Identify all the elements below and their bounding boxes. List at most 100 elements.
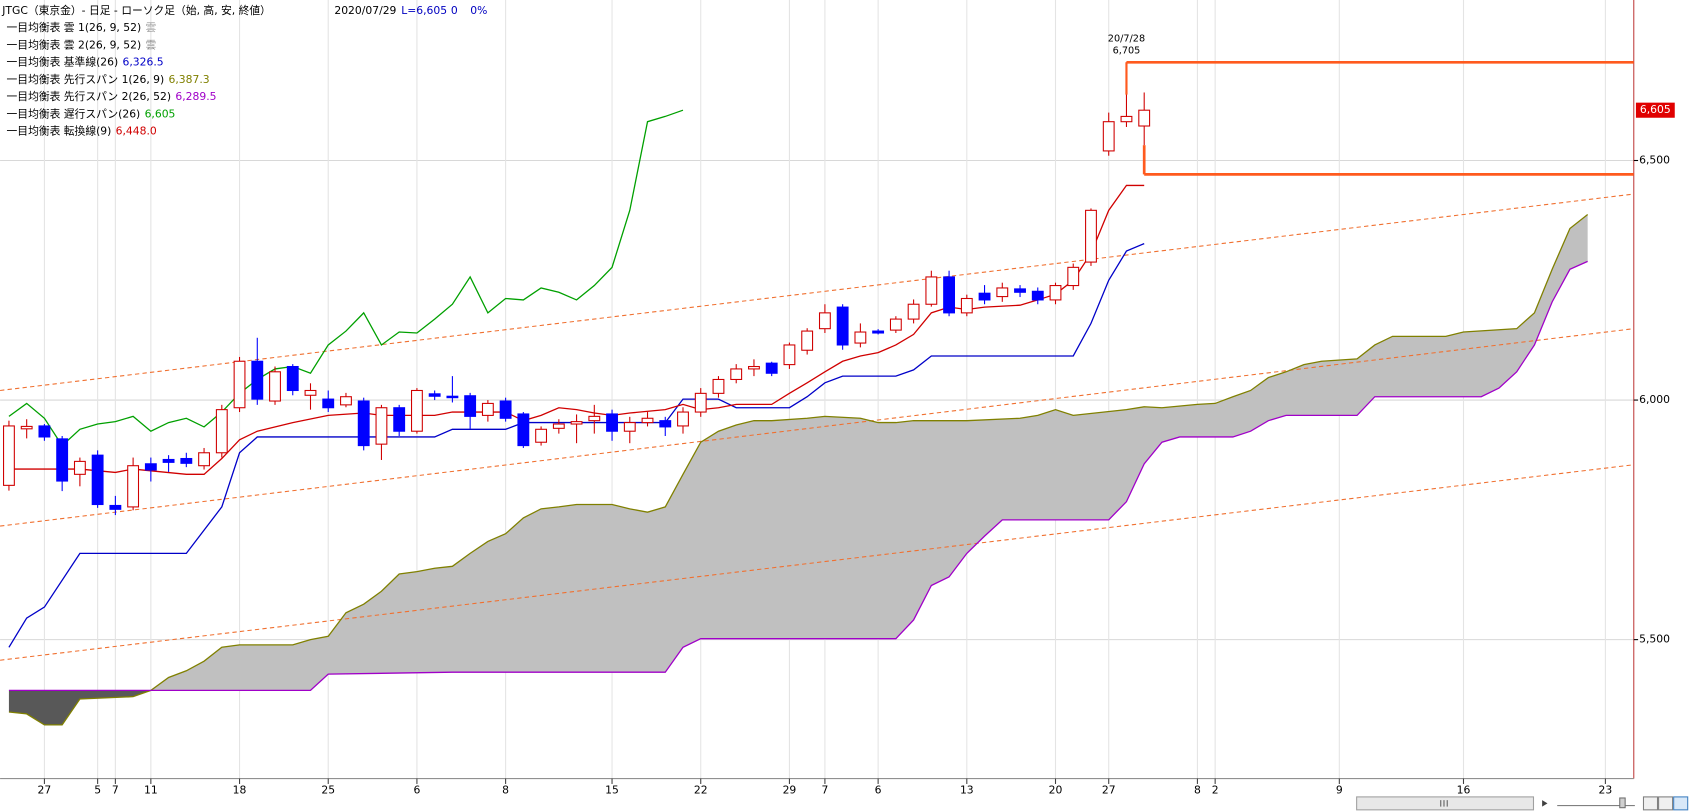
header: JTGC（東京金）- 日足 - ローソク足（始, 高, 安, 終値） 2020/…	[1, 4, 487, 17]
indicator-line	[8, 243, 1145, 648]
x-tick-label: 7	[821, 783, 828, 796]
candle-body	[233, 360, 246, 409]
x-tick-label: 5	[94, 783, 101, 796]
candle-body	[659, 420, 672, 428]
x-tick-label: 9	[1336, 783, 1343, 796]
candle-body	[375, 407, 388, 445]
legend-label: 一目均衡表 雲 2(26, 9, 52)	[7, 38, 142, 51]
candle-body	[606, 413, 618, 432]
last-price-label: 6,605	[1640, 103, 1671, 116]
candle-body	[570, 421, 583, 425]
legend-value: 6,326.5	[123, 56, 164, 69]
candle-body	[889, 318, 902, 331]
candle-body	[144, 463, 157, 471]
x-tick-label: 22	[694, 783, 708, 796]
candle-body	[996, 287, 1009, 298]
scroll-thumb[interactable]	[1356, 796, 1535, 811]
trendline	[0, 328, 1634, 527]
candle-body	[56, 438, 69, 482]
candle-body	[801, 330, 814, 351]
tool-button[interactable]	[1642, 796, 1659, 811]
legend-value: 6,387.3	[169, 73, 210, 86]
header-last: L=6,605	[401, 4, 447, 17]
candle-body	[1014, 288, 1026, 293]
zoom-handle[interactable]	[1619, 797, 1626, 809]
candle-body	[357, 400, 370, 447]
candle-body	[552, 423, 565, 429]
candle-body	[588, 415, 601, 422]
x-tick-label: 6	[875, 783, 882, 796]
x-tick-label: 6	[413, 783, 420, 796]
candle-body	[180, 457, 193, 464]
candle-body	[198, 452, 210, 467]
plot-area	[0, 0, 1634, 779]
x-tick-label: 18	[233, 783, 247, 796]
candle-body	[127, 465, 140, 508]
candle-body	[215, 409, 228, 454]
candle-body	[499, 400, 512, 419]
header-change-pct: 0%	[470, 4, 487, 17]
x-tick-label: 8	[502, 783, 509, 796]
candle-body	[286, 365, 299, 392]
candle-body	[960, 297, 973, 314]
candle-body	[978, 292, 991, 301]
header-date: 2020/07/29	[334, 4, 396, 17]
candle-body	[694, 392, 707, 413]
candle-body	[73, 460, 86, 475]
candle-body	[1031, 290, 1044, 301]
candle-body	[464, 395, 477, 417]
legend-label: 一目均衡表 転換線(9)	[7, 125, 112, 138]
legend-label: 一目均衡表 雲 1(26, 9, 52)	[7, 21, 142, 34]
y-tick-label: 6,000	[1639, 393, 1670, 406]
x-tick-label: 7	[112, 783, 119, 796]
candle-body	[322, 398, 335, 409]
candle-body	[641, 417, 654, 424]
candle-body	[410, 389, 423, 432]
candle-body	[20, 425, 33, 430]
last-price-tag	[1635, 102, 1675, 118]
candle-body	[1085, 209, 1097, 263]
candle-body	[1067, 266, 1080, 287]
indicator-line	[8, 184, 1145, 475]
cloud-dark	[8, 690, 151, 725]
scroll-right[interactable]	[1542, 800, 1548, 807]
header-change: 0	[451, 4, 458, 17]
y-tick-label: 5,500	[1639, 633, 1670, 646]
candle-body	[304, 389, 317, 396]
tool-button[interactable]	[1658, 796, 1674, 811]
candle-body	[712, 378, 725, 394]
candle-body	[677, 411, 689, 427]
candle-body	[340, 396, 352, 406]
candle-body	[109, 504, 122, 510]
x-tick-label: 13	[960, 783, 974, 796]
candle-body	[428, 393, 441, 397]
x-tick-label: 11	[144, 783, 158, 796]
candle-body	[872, 330, 885, 334]
scrollbar[interactable]	[1356, 796, 1689, 811]
candle-body	[730, 368, 743, 381]
x-tick-label: 29	[783, 783, 797, 796]
candle-body	[854, 331, 867, 344]
legend-value: 雲	[145, 21, 156, 34]
cloud	[8, 214, 1588, 725]
indicator-line	[8, 260, 1588, 692]
legend-value: 雲	[145, 38, 156, 51]
candle-body	[3, 425, 15, 486]
candle-body	[765, 362, 778, 374]
annotation-price: 6,705	[1113, 45, 1141, 56]
legend-label: 一目均衡表 先行スパン 2(26, 52)	[7, 90, 172, 103]
indicator-line	[8, 109, 684, 447]
candle-body	[783, 344, 796, 366]
legend-label: 一目均衡表 先行スパン 1(26, 9)	[7, 73, 165, 86]
x-tick-label: 16	[1457, 783, 1471, 796]
tool-button[interactable]	[1673, 796, 1689, 811]
candle-body	[251, 360, 264, 400]
candle-body	[836, 306, 849, 346]
candle-body	[1102, 121, 1115, 152]
candle-body	[1049, 285, 1062, 301]
candle-body	[623, 422, 636, 432]
trendline	[0, 464, 1634, 661]
